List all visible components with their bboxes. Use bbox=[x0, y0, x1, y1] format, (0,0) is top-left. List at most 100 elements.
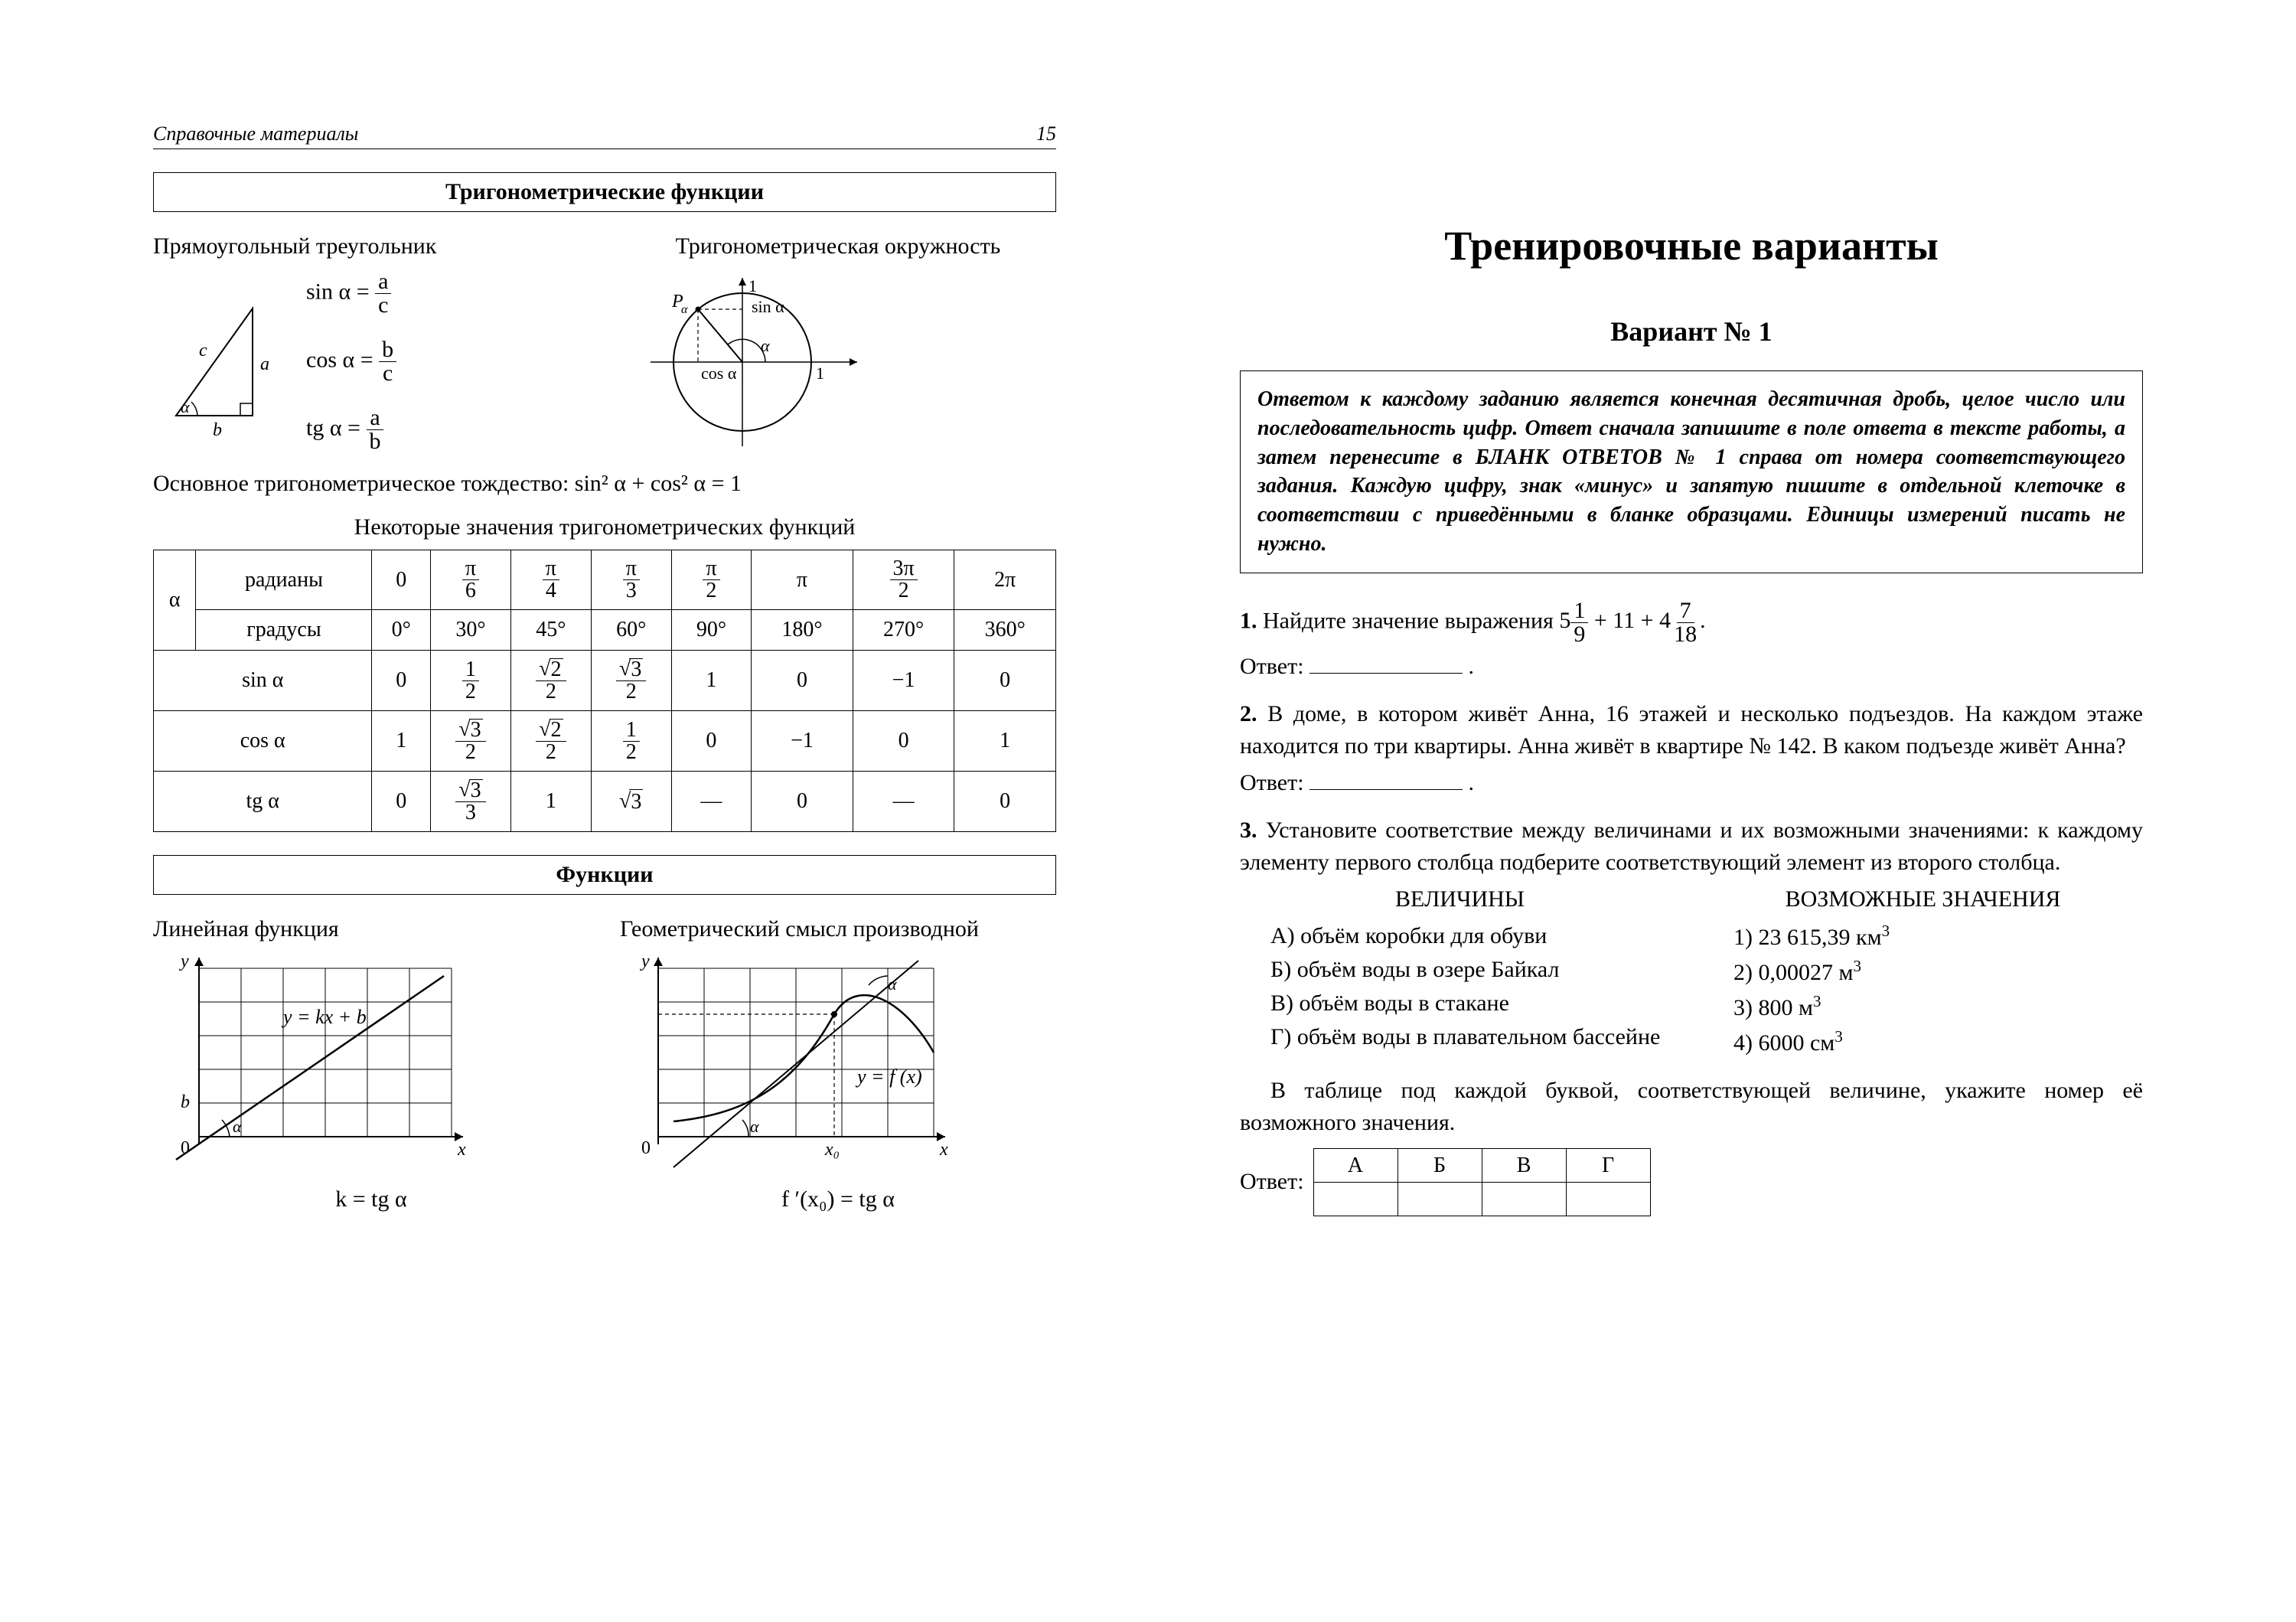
rad-label: радианы bbox=[196, 550, 372, 610]
t1-a-int: 5 bbox=[1559, 608, 1570, 633]
table-row: градусы 0° 30° 45° 60° 90° 180° 270° 360… bbox=[154, 610, 1056, 651]
tg-2: 1 bbox=[510, 772, 591, 832]
sin-den: c bbox=[375, 294, 391, 317]
identity-prefix: Основное тригонометрическое тождество: bbox=[153, 471, 575, 496]
svg-text:cos α: cos α bbox=[701, 364, 737, 383]
t1-a-den: 9 bbox=[1570, 623, 1588, 646]
t2-text: В доме, в котором живёт Анна, 16 этажей … bbox=[1240, 701, 2143, 759]
eq-tg: tg α = ab bbox=[306, 406, 396, 453]
derivative-block: Геометрический смысл производной bbox=[620, 916, 1056, 1212]
functions-row: Линейная функция bbox=[153, 916, 1056, 1212]
sin-4: 1 bbox=[671, 651, 752, 711]
rad-0: 0 bbox=[372, 550, 431, 610]
ans-cell[interactable] bbox=[1482, 1182, 1566, 1216]
t1-dot: . bbox=[1700, 608, 1706, 633]
tg-4: — bbox=[671, 772, 752, 832]
tri-c: c bbox=[199, 341, 207, 361]
t3-answer-row: Ответ: А Б В Г bbox=[1240, 1148, 2143, 1216]
variant-heading: Вариант № 1 bbox=[1240, 315, 2143, 348]
cos-num: b bbox=[379, 338, 396, 362]
table-row: tg α 0 33 1 3 — 0 — 0 bbox=[154, 772, 1056, 832]
answer-label: Ответ: bbox=[1240, 654, 1304, 679]
answer-label: Ответ: bbox=[1240, 770, 1304, 795]
t2-answer-row: Ответ: . bbox=[1240, 767, 2143, 799]
unit-circle-svg: α P α sin α cos α 1 1 bbox=[620, 270, 865, 446]
sin-3: 32 bbox=[591, 651, 671, 711]
ans-cell[interactable] bbox=[1397, 1182, 1482, 1216]
tri-alpha: α bbox=[181, 397, 190, 416]
t1-prefix: Найдите значение выражения bbox=[1263, 608, 1559, 633]
trig-table-caption: Некоторые значения тригонометрических фу… bbox=[153, 512, 1056, 542]
tg-6: — bbox=[853, 772, 954, 832]
sin-7: 0 bbox=[954, 651, 1056, 711]
cos-3: 12 bbox=[591, 711, 671, 772]
t3-columns: ВЕЛИЧИНЫ А) объём коробки для обуви Б) о… bbox=[1240, 883, 2143, 1061]
eq-sin: sin α = ac bbox=[306, 270, 396, 317]
svg-text:y: y bbox=[179, 953, 189, 971]
tg-1: 33 bbox=[430, 772, 510, 832]
svg-text:1: 1 bbox=[816, 364, 824, 383]
running-head-text: Справочные материалы bbox=[153, 122, 358, 145]
unit-circle-head: Тригонометрическая окружность bbox=[620, 233, 1056, 259]
rad-2: π4 bbox=[510, 550, 591, 610]
deg-4: 90° bbox=[671, 610, 752, 651]
linear-caption: k = tg α bbox=[153, 1186, 589, 1212]
svg-text:α: α bbox=[888, 974, 897, 994]
answer-blank[interactable] bbox=[1309, 767, 1463, 790]
sin-num: a bbox=[375, 270, 391, 294]
tg-3: 3 bbox=[591, 772, 671, 832]
svg-text:α: α bbox=[750, 1117, 759, 1136]
svg-text:y = f (x): y = f (x) bbox=[855, 1066, 922, 1088]
t3-3: 3) 800 м3 bbox=[1703, 990, 2143, 1024]
right-triangle-head: Прямоугольный треугольник bbox=[153, 233, 589, 259]
task-2: 2. В доме, в котором живёт Анна, 16 этаж… bbox=[1240, 698, 2143, 799]
cos-0: 1 bbox=[372, 711, 431, 772]
derivative-head: Геометрический смысл производной bbox=[620, 916, 1056, 942]
trig-values-table: α радианы 0 π6 π4 π3 π2 π 3π2 2π градусы… bbox=[153, 550, 1056, 832]
deg-label: градусы bbox=[196, 610, 372, 651]
section-functions: Функции bbox=[153, 855, 1056, 895]
sin-2: 22 bbox=[510, 651, 591, 711]
ans-head-B: Б bbox=[1397, 1148, 1482, 1182]
deg-6: 270° bbox=[853, 610, 954, 651]
svg-text:0: 0 bbox=[641, 1138, 651, 1158]
tg-label: tg α = bbox=[306, 415, 360, 440]
right-page: Тренировочные варианты Вариант № 1 Ответ… bbox=[1148, 0, 2296, 1622]
t1-b-num: 7 bbox=[1677, 599, 1694, 623]
trig-top-row: Прямоугольный треугольник α c a b sin α … bbox=[153, 233, 1056, 453]
t3-left-col: ВЕЛИЧИНЫ А) объём коробки для обуви Б) о… bbox=[1240, 883, 1680, 1061]
t3-B: Б) объём воды в озере Байкал bbox=[1240, 954, 1680, 986]
svg-text:1: 1 bbox=[748, 276, 757, 295]
svg-text:α: α bbox=[681, 303, 688, 316]
table-row: А Б В Г bbox=[1313, 1148, 1650, 1182]
cos-4: 0 bbox=[671, 711, 752, 772]
page-spread: Справочные материалы 15 Тригонометрическ… bbox=[0, 0, 2296, 1622]
right-triangle-block: Прямоугольный треугольник α c a b sin α … bbox=[153, 233, 589, 453]
t3-after: В таблице под каждой буквой, соответству… bbox=[1240, 1075, 2143, 1139]
t3-V: В) объём воды в стакане bbox=[1240, 987, 1680, 1020]
sin-label: sin α = bbox=[306, 279, 370, 304]
tg-7: 0 bbox=[954, 772, 1056, 832]
trig-identity: Основное тригонометрическое тождество: s… bbox=[153, 468, 1056, 498]
rad-3: π3 bbox=[591, 550, 671, 610]
table-row: α радианы 0 π6 π4 π3 π2 π 3π2 2π bbox=[154, 550, 1056, 610]
linear-fn-svg: α y = kx + b b 0 x y bbox=[153, 953, 475, 1175]
svg-text:x₀: x₀ bbox=[824, 1140, 840, 1160]
ans-head-V: В bbox=[1482, 1148, 1566, 1182]
ans-cell[interactable] bbox=[1566, 1182, 1650, 1216]
tri-a: a bbox=[260, 354, 269, 374]
left-page: Справочные материалы 15 Тригонометрическ… bbox=[0, 0, 1148, 1622]
cos-2: 22 bbox=[510, 711, 591, 772]
running-head: Справочные материалы 15 bbox=[153, 122, 1056, 149]
cos-1: 32 bbox=[430, 711, 510, 772]
ans-cell[interactable] bbox=[1313, 1182, 1397, 1216]
t3-left-header: ВЕЛИЧИНЫ bbox=[1240, 883, 1680, 915]
triangle-content: α c a b sin α = ac cos α = bc bbox=[153, 270, 589, 453]
t1-a-num: 1 bbox=[1570, 599, 1588, 623]
ans-head-A: А bbox=[1313, 1148, 1397, 1182]
tg-den: b bbox=[366, 430, 383, 453]
deg-0: 0° bbox=[372, 610, 431, 651]
derivative-svg: α α y = f (x) x₀ 0 x y bbox=[620, 953, 957, 1175]
svg-text:y: y bbox=[640, 953, 650, 971]
answer-blank[interactable] bbox=[1309, 651, 1463, 674]
